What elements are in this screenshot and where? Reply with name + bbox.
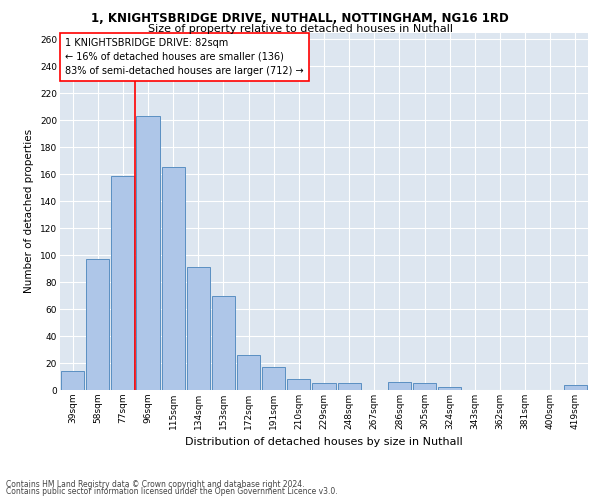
Bar: [564, 384, 587, 390]
Text: Size of property relative to detached houses in Nuthall: Size of property relative to detached ho…: [148, 24, 452, 34]
Text: Contains HM Land Registry data © Crown copyright and database right 2024.: Contains HM Land Registry data © Crown c…: [6, 480, 305, 489]
Bar: [187, 267, 210, 390]
Text: 1 KNIGHTSBRIDGE DRIVE: 82sqm
← 16% of detached houses are smaller (136)
83% of s: 1 KNIGHTSBRIDGE DRIVE: 82sqm ← 16% of de…: [65, 38, 304, 76]
Y-axis label: Number of detached properties: Number of detached properties: [25, 129, 34, 294]
Bar: [438, 388, 461, 390]
Bar: [136, 116, 160, 390]
Bar: [212, 296, 235, 390]
Bar: [287, 379, 310, 390]
Bar: [313, 384, 335, 390]
Bar: [86, 259, 109, 390]
Bar: [413, 384, 436, 390]
Bar: [61, 371, 84, 390]
Bar: [338, 384, 361, 390]
Bar: [161, 168, 185, 390]
Text: Contains public sector information licensed under the Open Government Licence v3: Contains public sector information licen…: [6, 487, 338, 496]
Bar: [262, 367, 285, 390]
Bar: [388, 382, 411, 390]
X-axis label: Distribution of detached houses by size in Nuthall: Distribution of detached houses by size …: [185, 438, 463, 448]
Bar: [237, 355, 260, 390]
Text: 1, KNIGHTSBRIDGE DRIVE, NUTHALL, NOTTINGHAM, NG16 1RD: 1, KNIGHTSBRIDGE DRIVE, NUTHALL, NOTTING…: [91, 12, 509, 26]
Bar: [111, 176, 134, 390]
